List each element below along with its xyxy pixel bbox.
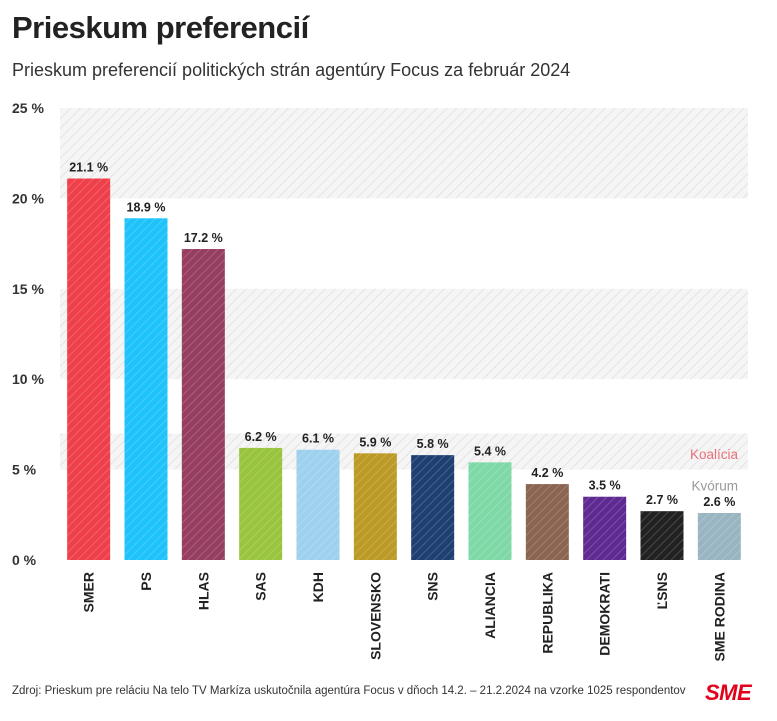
chart-subtitle: Prieskum preferencií politických strán a… (12, 60, 571, 80)
y-tick-label: 15 % (12, 281, 44, 297)
bar-value-label: 6.1 % (302, 432, 334, 446)
bar-texture (583, 496, 627, 560)
bar-value-label: 5.4 % (474, 444, 506, 458)
bar-texture (181, 249, 225, 561)
bar-value-label: 6.2 % (245, 430, 277, 444)
bar-value-label: 18.9 % (127, 200, 166, 214)
x-tick-label: REPUBLIKA (539, 572, 555, 654)
x-tick-label: SMER (81, 572, 97, 612)
source-note: Zdroj: Prieskum pre reláciu Na telo TV M… (12, 685, 686, 697)
x-axis-labels: SMER PS HLAS SAS KDH SLOVENSKO SNS ALIANCIA REPU… (81, 572, 728, 662)
y-tick-label: 0 % (12, 552, 37, 568)
hatched-band-1 (60, 288, 748, 380)
y-tick-label: 25 % (12, 100, 44, 116)
bar-texture (697, 512, 741, 560)
bar-texture (640, 511, 684, 560)
x-tick-label: ĽSNS (654, 572, 670, 609)
bar-value-label: 5.8 % (417, 437, 449, 451)
bar-value-label: 21.1 % (69, 161, 108, 175)
x-tick-label: SAS (253, 572, 269, 601)
bar-value-label: 5.9 % (359, 435, 391, 449)
threshold-labels: Koalícia Kvórum (690, 447, 739, 494)
bar-texture (525, 484, 569, 560)
bar-value-label: 3.5 % (589, 479, 621, 493)
bar-value-label: 17.2 % (184, 231, 223, 245)
bar-texture (296, 449, 340, 560)
hatched-band-2 (60, 108, 748, 199)
bar-texture (411, 455, 455, 560)
bar-value-label: 4.2 % (531, 466, 563, 480)
chart-title: Prieskum preferencií (12, 10, 309, 45)
x-tick-label: SME RODINA (711, 572, 727, 661)
bar-texture (67, 178, 111, 560)
x-tick-label: DEMOKRATI (597, 572, 613, 656)
bar-texture (468, 462, 512, 560)
bar-texture (124, 218, 168, 560)
threshold-label-koalícia: Koalícia (690, 447, 739, 462)
brand-logo: SME (705, 680, 752, 705)
bars: 21.1 % 18.9 % 17.2 % 6.2 % 6.1 % 5.9 % 5.8 % 5.… (67, 161, 741, 561)
bar-chart: 0 % 5 % 10 % 15 % 20 % 25 % 21.1 % 18.9 % 17.2 … (12, 100, 748, 662)
threshold-label-kvórum: Kvórum (691, 478, 738, 493)
x-tick-label: PS (138, 572, 154, 591)
bar-value-label: 2.6 % (703, 495, 735, 509)
x-tick-label: SLOVENSKO (367, 572, 383, 660)
y-tick-label: 10 % (12, 371, 44, 387)
hatched-band-0 (60, 433, 748, 470)
x-tick-label: SNS (425, 572, 441, 601)
x-tick-label: ALIANCIA (482, 572, 498, 639)
y-axis: 0 % 5 % 10 % 15 % 20 % 25 % (12, 100, 44, 568)
bar-texture (353, 453, 397, 560)
y-tick-label: 5 % (12, 462, 37, 478)
bar-texture (239, 447, 283, 560)
y-tick-label: 20 % (12, 190, 44, 206)
hatched-bands (60, 108, 748, 470)
bar-value-label: 2.7 % (646, 493, 678, 507)
x-tick-label: HLAS (195, 572, 211, 610)
x-tick-label: KDH (310, 572, 326, 602)
